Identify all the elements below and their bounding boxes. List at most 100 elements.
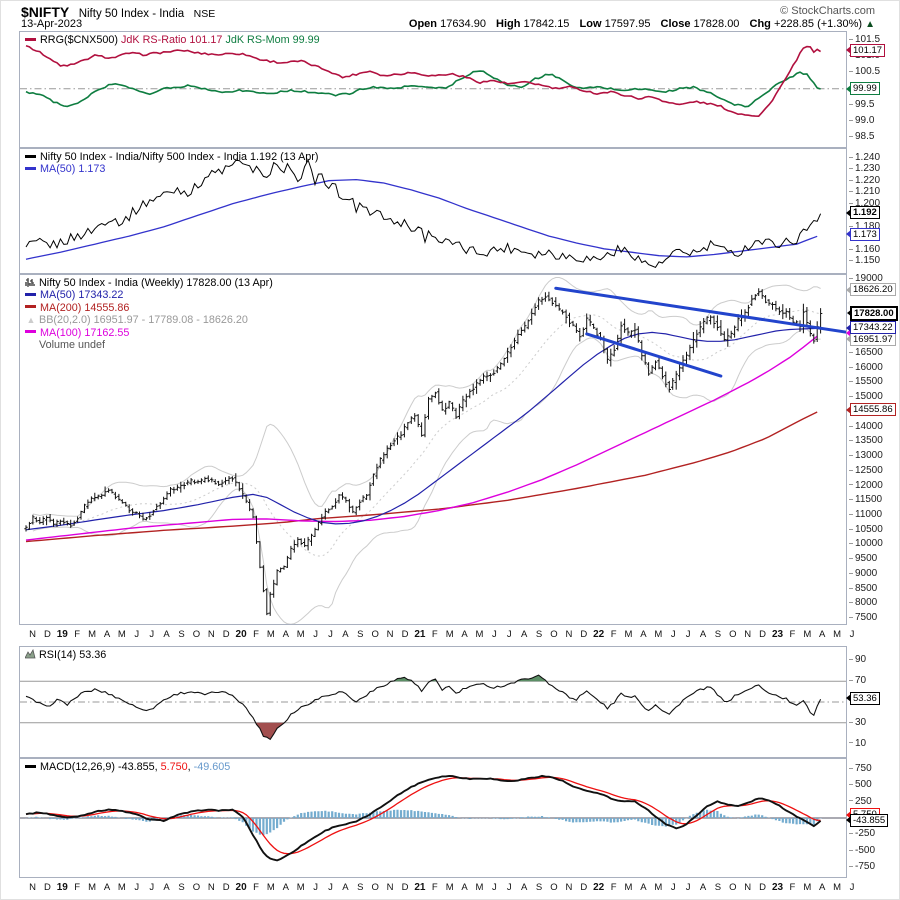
- bb-lower-band: [32, 328, 821, 624]
- month-label: A: [521, 629, 528, 640]
- badge-arrow: [846, 208, 851, 217]
- badge-arrow: [846, 694, 851, 702]
- rsi-oversold-fill: [255, 722, 285, 740]
- month-label: M: [654, 882, 663, 893]
- price-legend-line1: Nifty 50 Index - India (Weekly) 17828.00…: [39, 277, 273, 289]
- month-label: S: [178, 882, 185, 893]
- rsi-legend: RSI(14) 53.36: [25, 649, 106, 661]
- month-label: A: [342, 629, 349, 640]
- ratio-legend-line1: Nifty 50 Index - India/Nifty 500 Index -…: [40, 151, 319, 163]
- month-label: D: [759, 882, 767, 893]
- y-axis-label: -250: [849, 828, 875, 839]
- ma200-legend: MA(200) 14555.86: [40, 301, 130, 314]
- month-label: J: [685, 629, 691, 640]
- month-label: N: [207, 629, 215, 640]
- y-axis-label: 8500: [849, 583, 877, 594]
- y-axis-label: 16000: [849, 362, 883, 373]
- y-axis-label: 12500: [849, 465, 883, 476]
- symbol-exchange: NSE: [193, 8, 216, 20]
- bb-legend: BB(20,2.0) 16951.97 - 17789.08 - 18626.2…: [39, 314, 248, 327]
- y-axis-label: 9500: [849, 553, 877, 564]
- y-axis-label: 11500: [849, 494, 882, 505]
- y-axis-label: 99.5: [849, 99, 874, 110]
- ma200-icon: [25, 305, 36, 309]
- month-label: F: [610, 882, 617, 893]
- sep1: ,: [154, 761, 161, 773]
- last-value-badge: 18626.20: [846, 283, 896, 297]
- ratio-line: [25, 158, 822, 269]
- badge-arrow: [846, 329, 851, 338]
- last-value-badge: 1.192: [846, 206, 880, 220]
- rsi-overbought-fill: [392, 677, 413, 682]
- month-label: D: [580, 882, 588, 893]
- month-label: S: [357, 629, 364, 640]
- price-chart: [24, 277, 846, 624]
- month-label: D: [401, 882, 409, 893]
- close-label: Close: [660, 18, 691, 30]
- year-label: 22: [593, 882, 605, 893]
- badge-arrow: [846, 323, 851, 332]
- ma50-line: [25, 327, 818, 531]
- month-label: F: [253, 629, 259, 640]
- y-axis-label: -500: [849, 845, 875, 856]
- month-label: N: [386, 882, 394, 893]
- month-label: M: [833, 882, 842, 893]
- ohlc-ticks: [24, 290, 823, 615]
- month-label: S: [535, 629, 543, 640]
- month-label: N: [207, 882, 215, 893]
- month-label: S: [178, 629, 185, 640]
- year-label: 20: [235, 629, 247, 640]
- month-label: S: [535, 882, 543, 893]
- y-axis-label: 1.160: [849, 244, 880, 255]
- month-label: N: [744, 882, 752, 893]
- month-label: O: [729, 882, 737, 893]
- month-label: O: [550, 629, 558, 640]
- badge-arrow: [846, 335, 851, 344]
- month-label: J: [328, 629, 333, 640]
- badge-arrow: [846, 230, 851, 239]
- y-axis-label: 10: [849, 738, 866, 749]
- month-label: M: [445, 882, 454, 893]
- rrg-panel: RRG($CNX500) JdK RS-Ratio 101.17 JdK RS-…: [19, 31, 847, 148]
- month-label: O: [192, 629, 201, 640]
- month-label: O: [192, 882, 201, 893]
- month-label: M: [445, 629, 454, 640]
- month-label: D: [43, 882, 51, 893]
- low-value: 17597.95: [604, 18, 651, 30]
- close-value: 17828.00: [693, 18, 740, 30]
- symbol-ticker: $NIFTY: [21, 4, 70, 20]
- year-label: 19: [56, 882, 68, 893]
- year-label: 21: [414, 629, 426, 640]
- month-label: F: [253, 882, 259, 893]
- y-axis-label: 13500: [849, 435, 883, 446]
- trendline: [554, 286, 846, 334]
- month-label: J: [506, 629, 512, 640]
- last-value-badge: 1.173: [846, 227, 880, 241]
- month-label: A: [819, 629, 826, 640]
- month-label: A: [461, 882, 468, 893]
- date-axis-row-2: N D 19 F M A M J J A S O N D 20 F M A M J J A S O N D 21 F M A M J J A S O N…: [19, 878, 854, 898]
- macd-legend-name: MACD(12,26,9): [40, 761, 119, 773]
- price-legend: Nifty 50 Index - India (Weekly) 17828.00…: [25, 277, 273, 351]
- month-label: M: [803, 629, 812, 640]
- macd-hist-value: -49.605: [193, 761, 231, 773]
- ma200-line: [25, 411, 818, 543]
- up-arrow-icon: ▲: [865, 19, 875, 30]
- month-label: J: [313, 882, 318, 893]
- month-label: N: [744, 629, 752, 640]
- month-label: J: [492, 882, 497, 893]
- last-value-badge: 17828.00: [847, 305, 898, 321]
- ma50-icon: [25, 293, 36, 297]
- month-label: F: [74, 882, 81, 893]
- sep2: ,: [187, 761, 194, 773]
- badge-arrow: [847, 309, 852, 318]
- y-axis-label: 14000: [849, 421, 883, 432]
- macd-value: -43.855: [118, 761, 155, 773]
- y-axis-label: 15000: [849, 391, 883, 402]
- month-label: M: [266, 882, 275, 893]
- rsi-legend-line1: RSI(14) 53.36: [39, 649, 107, 661]
- rsi-panel: RSI(14) 53.36: [19, 646, 847, 758]
- month-label: M: [475, 629, 484, 640]
- rrg-chart: [20, 45, 846, 118]
